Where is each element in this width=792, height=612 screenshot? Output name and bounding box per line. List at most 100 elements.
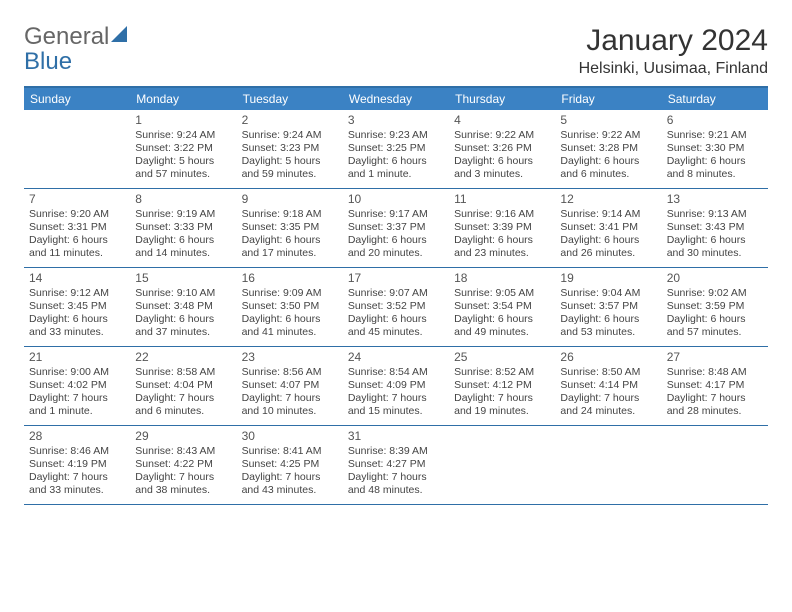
day-number: 23 [242, 350, 338, 365]
day-cell: 21Sunrise: 9:00 AMSunset: 4:02 PMDayligh… [24, 347, 130, 425]
sunrise-text: Sunrise: 9:19 AM [135, 208, 231, 221]
day-number: 10 [348, 192, 444, 207]
sunset-text: Sunset: 4:12 PM [454, 379, 550, 392]
sunrise-text: Sunrise: 8:54 AM [348, 366, 444, 379]
logo-text: General Blue [24, 24, 131, 74]
daylight-text: Daylight: 6 hours and 33 minutes. [29, 313, 125, 339]
day-cell: 6Sunrise: 9:21 AMSunset: 3:30 PMDaylight… [662, 110, 768, 188]
sunset-text: Sunset: 3:50 PM [242, 300, 338, 313]
sunset-text: Sunset: 4:27 PM [348, 458, 444, 471]
sunset-text: Sunset: 4:22 PM [135, 458, 231, 471]
week-row: 7Sunrise: 9:20 AMSunset: 3:31 PMDaylight… [24, 189, 768, 268]
day-number: 22 [135, 350, 231, 365]
day-cell: 7Sunrise: 9:20 AMSunset: 3:31 PMDaylight… [24, 189, 130, 267]
weeks-container: 1Sunrise: 9:24 AMSunset: 3:22 PMDaylight… [24, 110, 768, 505]
daylight-text: Daylight: 5 hours and 57 minutes. [135, 155, 231, 181]
daylight-text: Daylight: 6 hours and 26 minutes. [560, 234, 656, 260]
sunset-text: Sunset: 3:48 PM [135, 300, 231, 313]
day-number: 15 [135, 271, 231, 286]
sunset-text: Sunset: 3:28 PM [560, 142, 656, 155]
daylight-text: Daylight: 7 hours and 24 minutes. [560, 392, 656, 418]
location: Helsinki, Uusimaa, Finland [579, 60, 768, 78]
sunset-text: Sunset: 3:45 PM [29, 300, 125, 313]
day-cell: 29Sunrise: 8:43 AMSunset: 4:22 PMDayligh… [130, 426, 236, 504]
sunrise-text: Sunrise: 9:21 AM [667, 129, 763, 142]
day-number: 7 [29, 192, 125, 207]
day-cell-empty [449, 426, 555, 504]
day-number: 18 [454, 271, 550, 286]
logo-sail-icon [111, 26, 131, 44]
day-cell: 25Sunrise: 8:52 AMSunset: 4:12 PMDayligh… [449, 347, 555, 425]
daylight-text: Daylight: 7 hours and 38 minutes. [135, 471, 231, 497]
sunrise-text: Sunrise: 9:24 AM [135, 129, 231, 142]
day-cell: 8Sunrise: 9:19 AMSunset: 3:33 PMDaylight… [130, 189, 236, 267]
day-number: 3 [348, 113, 444, 128]
sunset-text: Sunset: 4:07 PM [242, 379, 338, 392]
daylight-text: Daylight: 6 hours and 41 minutes. [242, 313, 338, 339]
sunset-text: Sunset: 3:37 PM [348, 221, 444, 234]
day-number: 17 [348, 271, 444, 286]
header: General Blue January 2024 Helsinki, Uusi… [24, 24, 768, 78]
logo-word-general: General [24, 23, 109, 50]
day-number: 25 [454, 350, 550, 365]
sunset-text: Sunset: 3:23 PM [242, 142, 338, 155]
sunrise-text: Sunrise: 9:07 AM [348, 287, 444, 300]
sunset-text: Sunset: 4:14 PM [560, 379, 656, 392]
daylight-text: Daylight: 6 hours and 1 minute. [348, 155, 444, 181]
day-cell: 12Sunrise: 9:14 AMSunset: 3:41 PMDayligh… [555, 189, 661, 267]
sunset-text: Sunset: 3:43 PM [667, 221, 763, 234]
day-number: 30 [242, 429, 338, 444]
sunset-text: Sunset: 3:25 PM [348, 142, 444, 155]
day-number: 4 [454, 113, 550, 128]
daylight-text: Daylight: 6 hours and 37 minutes. [135, 313, 231, 339]
daylight-text: Daylight: 6 hours and 14 minutes. [135, 234, 231, 260]
day-cell: 2Sunrise: 9:24 AMSunset: 3:23 PMDaylight… [237, 110, 343, 188]
sunrise-text: Sunrise: 9:02 AM [667, 287, 763, 300]
daylight-text: Daylight: 7 hours and 15 minutes. [348, 392, 444, 418]
day-number: 21 [29, 350, 125, 365]
sunrise-text: Sunrise: 8:50 AM [560, 366, 656, 379]
daylight-text: Daylight: 6 hours and 49 minutes. [454, 313, 550, 339]
day-cell-empty [555, 426, 661, 504]
daylight-text: Daylight: 6 hours and 23 minutes. [454, 234, 550, 260]
title-block: January 2024 Helsinki, Uusimaa, Finland [579, 24, 768, 78]
day-number: 27 [667, 350, 763, 365]
sunrise-text: Sunrise: 9:22 AM [454, 129, 550, 142]
dow-saturday: Saturday [662, 88, 768, 110]
day-cell: 31Sunrise: 8:39 AMSunset: 4:27 PMDayligh… [343, 426, 449, 504]
sunrise-text: Sunrise: 9:18 AM [242, 208, 338, 221]
day-number: 13 [667, 192, 763, 207]
day-cell: 16Sunrise: 9:09 AMSunset: 3:50 PMDayligh… [237, 268, 343, 346]
day-cell-empty [24, 110, 130, 188]
sunrise-text: Sunrise: 8:46 AM [29, 445, 125, 458]
daylight-text: Daylight: 7 hours and 1 minute. [29, 392, 125, 418]
sunset-text: Sunset: 3:57 PM [560, 300, 656, 313]
dow-wednesday: Wednesday [343, 88, 449, 110]
day-of-week-header: Sunday Monday Tuesday Wednesday Thursday… [24, 88, 768, 110]
daylight-text: Daylight: 6 hours and 30 minutes. [667, 234, 763, 260]
day-cell: 9Sunrise: 9:18 AMSunset: 3:35 PMDaylight… [237, 189, 343, 267]
day-cell: 3Sunrise: 9:23 AMSunset: 3:25 PMDaylight… [343, 110, 449, 188]
sunset-text: Sunset: 4:04 PM [135, 379, 231, 392]
sunset-text: Sunset: 3:33 PM [135, 221, 231, 234]
sunrise-text: Sunrise: 9:20 AM [29, 208, 125, 221]
daylight-text: Daylight: 6 hours and 8 minutes. [667, 155, 763, 181]
day-cell: 19Sunrise: 9:04 AMSunset: 3:57 PMDayligh… [555, 268, 661, 346]
sunset-text: Sunset: 3:54 PM [454, 300, 550, 313]
daylight-text: Daylight: 7 hours and 10 minutes. [242, 392, 338, 418]
day-number: 1 [135, 113, 231, 128]
daylight-text: Daylight: 6 hours and 3 minutes. [454, 155, 550, 181]
sunset-text: Sunset: 3:26 PM [454, 142, 550, 155]
sunrise-text: Sunrise: 9:17 AM [348, 208, 444, 221]
sunrise-text: Sunrise: 8:39 AM [348, 445, 444, 458]
sunset-text: Sunset: 4:09 PM [348, 379, 444, 392]
day-number: 6 [667, 113, 763, 128]
day-cell: 22Sunrise: 8:58 AMSunset: 4:04 PMDayligh… [130, 347, 236, 425]
day-cell: 5Sunrise: 9:22 AMSunset: 3:28 PMDaylight… [555, 110, 661, 188]
day-cell: 15Sunrise: 9:10 AMSunset: 3:48 PMDayligh… [130, 268, 236, 346]
sunrise-text: Sunrise: 9:24 AM [242, 129, 338, 142]
daylight-text: Daylight: 5 hours and 59 minutes. [242, 155, 338, 181]
daylight-text: Daylight: 6 hours and 57 minutes. [667, 313, 763, 339]
day-number: 14 [29, 271, 125, 286]
day-cell: 24Sunrise: 8:54 AMSunset: 4:09 PMDayligh… [343, 347, 449, 425]
